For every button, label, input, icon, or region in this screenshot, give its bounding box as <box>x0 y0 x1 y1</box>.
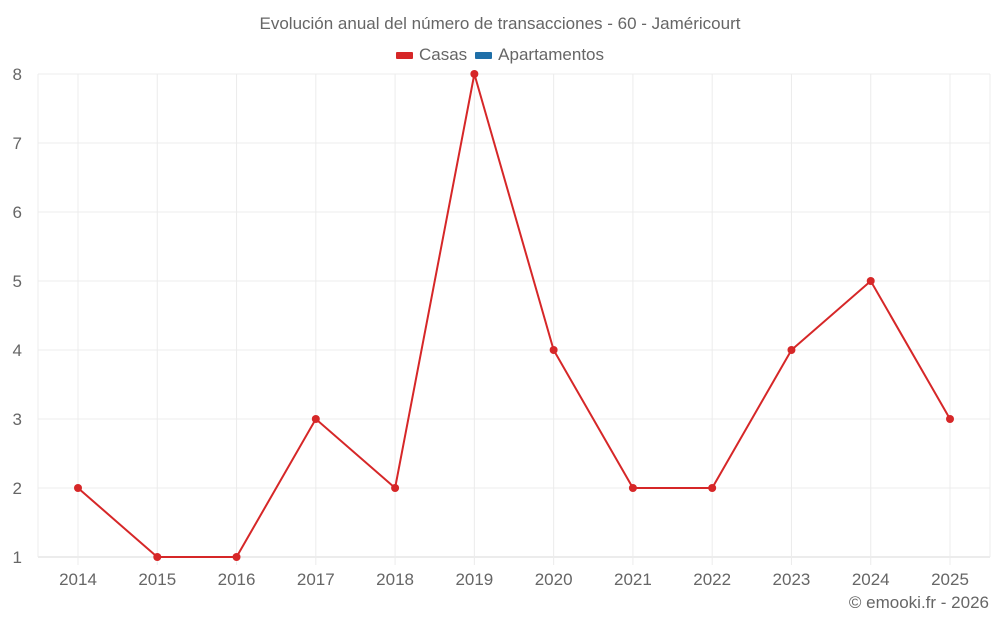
series-casas <box>74 70 954 561</box>
data-point[interactable] <box>391 484 400 492</box>
x-tick-label: 2024 <box>852 570 890 589</box>
y-tick-label: 3 <box>13 410 22 429</box>
legend-swatch-apartamentos <box>475 51 493 59</box>
y-tick-label: 4 <box>13 341 22 360</box>
x-tick-label: 2020 <box>535 570 573 589</box>
data-point[interactable] <box>628 484 637 492</box>
data-point[interactable] <box>311 415 320 423</box>
x-axis: 2014 2015 2016 2017 2018 2019 2020 2021 2022 2023… <box>59 570 969 589</box>
data-point[interactable] <box>946 415 954 423</box>
legend-item-casas[interactable]: Casas <box>395 45 468 65</box>
y-tick-label: 5 <box>13 272 22 291</box>
y-tick-label: 7 <box>13 134 22 153</box>
credit-text: © emooki.fr - 2026 <box>848 593 989 612</box>
data-point[interactable] <box>787 346 796 354</box>
x-tick-label: 2017 <box>297 570 335 589</box>
y-tick-label: 8 <box>13 65 22 84</box>
y-tick-label: 1 <box>13 548 22 567</box>
y-axis: 1 2 3 4 5 6 7 8 <box>13 65 22 567</box>
chart-title: Evolución anual del número de transaccio… <box>259 14 741 33</box>
data-point[interactable] <box>549 346 558 354</box>
data-point[interactable] <box>232 553 241 561</box>
x-tick-label: 2014 <box>59 570 97 589</box>
x-tick-label: 2022 <box>693 570 731 589</box>
data-point[interactable] <box>708 484 717 492</box>
legend-label-casas: Casas <box>418 45 468 64</box>
legend-label-apartamentos: Apartamentos <box>498 45 605 64</box>
legend: Casas Apartamentos <box>0 45 1000 65</box>
y-tick-label: 6 <box>13 203 22 222</box>
legend-swatch-casas <box>395 51 413 59</box>
x-tick-label: 2016 <box>218 570 256 589</box>
grid-lines <box>37 73 991 565</box>
legend-item-apartamentos[interactable]: Apartamentos <box>475 45 604 65</box>
x-tick-label: 2023 <box>773 570 811 589</box>
x-tick-label: 2021 <box>614 570 652 589</box>
x-tick-label: 2018 <box>376 570 414 589</box>
x-tick-label: 2025 <box>931 570 969 589</box>
x-tick-label: 2019 <box>455 570 493 589</box>
x-tick-label: 2015 <box>138 570 176 589</box>
data-point[interactable] <box>74 484 82 492</box>
data-point[interactable] <box>866 277 875 285</box>
y-tick-label: 2 <box>13 479 22 498</box>
data-point[interactable] <box>470 70 479 78</box>
data-point[interactable] <box>153 553 162 561</box>
